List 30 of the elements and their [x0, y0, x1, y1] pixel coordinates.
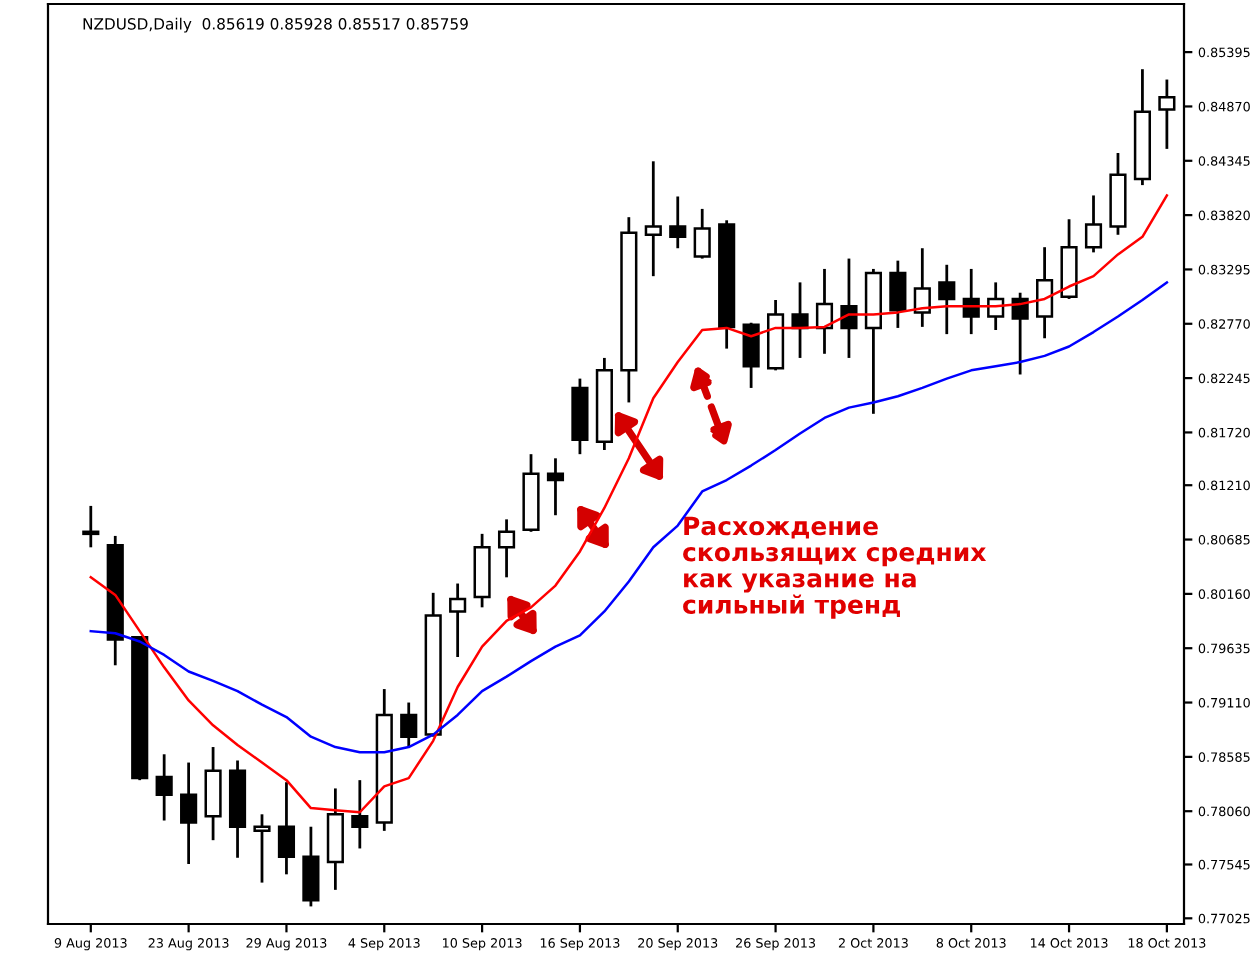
line-series [89, 281, 1169, 754]
candlestick [351, 778, 369, 850]
candlestick [497, 517, 516, 579]
line-series [89, 194, 1169, 814]
candlestick [546, 456, 565, 517]
candlestick [840, 257, 858, 360]
annotation: Расхождение скользящих средних как указание на сильный тренд [683, 516, 987, 619]
candlestick [155, 752, 173, 822]
candlestick [82, 504, 100, 549]
candlestick [742, 321, 760, 390]
candlestick [326, 787, 344, 892]
candlestick [1158, 78, 1176, 151]
candlestick [302, 825, 320, 908]
candlestick [204, 745, 222, 842]
candlestick [277, 780, 296, 876]
candlestick [644, 159, 662, 278]
candlestick [938, 263, 956, 336]
candlestick [253, 812, 271, 884]
candlestick [889, 259, 907, 330]
candlestick [669, 195, 687, 250]
candlestick [913, 246, 931, 329]
candlestick [1036, 245, 1054, 340]
candlestick [449, 582, 467, 659]
candlestick [693, 207, 711, 260]
candlestick [400, 701, 418, 749]
candlestick [962, 267, 980, 336]
candlestick [180, 761, 198, 866]
candlestick [791, 280, 809, 360]
candlestick [815, 267, 834, 356]
candlestick [1084, 194, 1103, 254]
